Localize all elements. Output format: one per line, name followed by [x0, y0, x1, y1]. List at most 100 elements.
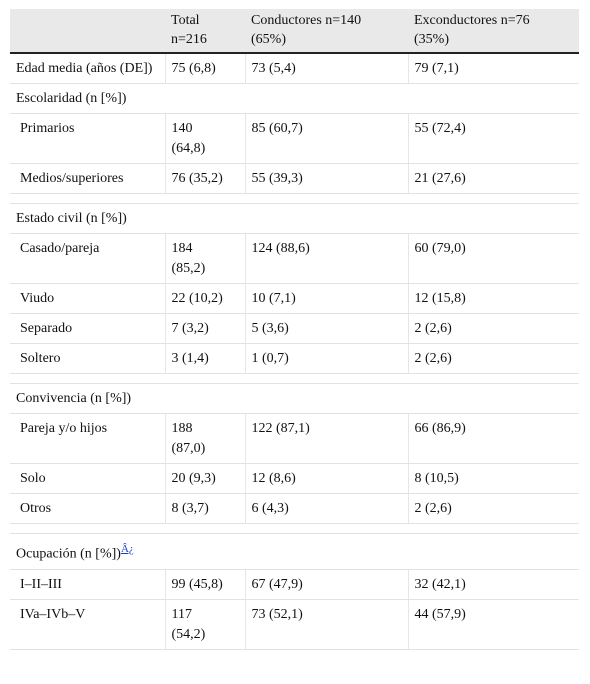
value-cell: 76 (35,2): [164, 163, 245, 194]
value-cell: 10 (7,1): [244, 283, 408, 314]
row-label: Edad media (años (DE]): [16, 61, 153, 76]
value-cell: 66 (86,9): [407, 413, 579, 464]
section-cell: Escolaridad (n [%]): [10, 83, 579, 114]
row-label: Primarios: [20, 121, 75, 136]
value-cell: 5 (3,6): [244, 313, 408, 344]
cell-value: 21 (27,6): [414, 171, 466, 186]
label-cell: Edad media (años (DE]): [10, 53, 165, 84]
value-cell: 20 (9,3): [164, 463, 245, 494]
cell-value: 85 (60,7): [251, 121, 303, 136]
cell-value: 184 (85,2): [171, 241, 206, 276]
section-cell: Estado civil (n [%]): [10, 203, 579, 234]
section-row: Escolaridad (n [%]): [10, 83, 579, 114]
row-label: Soltero: [20, 351, 61, 366]
row-label: Casado/pareja: [20, 241, 100, 256]
label-cell: Medios/superiores: [10, 163, 165, 194]
row-label: Viudo: [20, 291, 55, 306]
cell-value: 66 (86,9): [414, 421, 466, 436]
row-label: Medios/superiores: [20, 171, 124, 186]
value-cell: 8 (3,7): [164, 493, 245, 524]
value-cell: 8 (10,5): [407, 463, 579, 494]
value-cell: 188 (87,0): [164, 413, 245, 464]
cell-value: 12 (15,8): [414, 291, 466, 306]
row-label: Solo: [20, 471, 46, 486]
value-cell: 79 (7,1): [407, 53, 579, 84]
label-cell: Solo: [10, 463, 165, 494]
value-cell: 99 (45,8): [164, 569, 245, 600]
section-row: Ocupación (n [%])Â¿: [10, 533, 579, 570]
data-row: Edad media (años (DE]) 75 (6,8) 73 (5,4) 79…: [10, 53, 579, 84]
value-cell: 55 (39,3): [244, 163, 408, 194]
cell-value: 117 (54,2): [171, 606, 206, 642]
value-cell: 73 (52,1): [244, 599, 408, 650]
section-row: Convivencia (n [%]): [10, 383, 579, 414]
header-cell: [10, 9, 165, 54]
cell-value: 44 (57,9): [414, 606, 466, 622]
row-label: Separado: [20, 321, 73, 336]
value-cell: 60 (79,0): [407, 233, 579, 284]
header-text: Conductores n=140: [251, 13, 362, 28]
cell-value: 99 (45,8): [171, 576, 223, 592]
label-cell: Pareja y/o hijos: [10, 413, 165, 464]
data-row: Viudo 22 (10,2) 10 (7,1) 12 (15,8): [10, 283, 579, 314]
value-cell: 73 (5,4): [244, 53, 408, 84]
data-row: IVa–IVb–V 117 (54,2) 73 (52,1) 44 (57,9): [10, 599, 579, 650]
spacer-row: [10, 193, 579, 204]
cell-value: 2 (2,6): [414, 351, 452, 366]
label-cell: Viudo: [10, 283, 165, 314]
value-cell: 12 (8,6): [244, 463, 408, 494]
cell-value: 55 (72,4): [414, 121, 466, 136]
table-body: Edad media (años (DE]) 75 (6,8) 73 (5,4) 79…: [10, 53, 579, 650]
label-cell: Separado: [10, 313, 165, 344]
data-row: I–II–III 99 (45,8) 67 (47,9) 32 (42,1): [10, 569, 579, 600]
cell-value: 124 (88,6): [251, 241, 310, 256]
cell-value: 76 (35,2): [171, 171, 223, 186]
cell-value: 7 (3,2): [171, 321, 209, 336]
row-label: IVa–IVb–V: [20, 606, 86, 622]
header-cell: Total n=216: [165, 9, 245, 54]
value-cell: 7 (3,2): [164, 313, 245, 344]
section-label: Estado civil (n [%]): [16, 211, 127, 226]
value-cell: 21 (27,6): [407, 163, 579, 194]
row-label: Otros: [20, 501, 52, 516]
value-cell: 140 (64,8): [164, 113, 245, 164]
data-row: Soltero 3 (1,4) 1 (0,7) 2 (2,6): [10, 343, 579, 374]
value-cell: 184 (85,2): [164, 233, 245, 284]
header-cell: Conductores n=140 (65%): [245, 9, 408, 54]
spacer-cell: [10, 193, 579, 204]
label-cell: I–II–III: [10, 569, 165, 600]
value-cell: 67 (47,9): [244, 569, 408, 600]
cell-value: 20 (9,3): [171, 471, 216, 486]
data-row: Otros 8 (3,7) 6 (4,3) 2 (2,6): [10, 493, 579, 524]
value-cell: 1 (0,7): [244, 343, 408, 374]
value-cell: 22 (10,2): [164, 283, 245, 314]
cell-value: 12 (8,6): [251, 471, 296, 486]
cell-value: 3 (1,4): [171, 351, 209, 366]
header-row: Total n=216 Conductores n=140 (65%) Exconduc…: [10, 9, 579, 54]
header-cell: Exconductores n=76 (35%): [408, 9, 579, 54]
section-row: Estado civil (n [%]): [10, 203, 579, 234]
cell-value: 73 (52,1): [251, 606, 303, 622]
data-row: Medios/superiores 76 (35,2) 55 (39,3) 21 (2…: [10, 163, 579, 194]
footnote-link[interactable]: Â¿: [120, 543, 134, 555]
cell-value: 55 (39,3): [251, 171, 303, 186]
data-row: Pareja y/o hijos 188 (87,0) 122 (87,1) 66 (…: [10, 413, 579, 464]
cell-value: 75 (6,8): [171, 61, 216, 76]
cell-value: 8 (10,5): [414, 471, 459, 486]
section-cell: Convivencia (n [%]): [10, 383, 579, 414]
footnote: Â¿: [121, 542, 134, 555]
cell-value: 60 (79,0): [414, 241, 466, 256]
section-label: Ocupación (n [%]): [16, 546, 121, 562]
spacer-row: [10, 373, 579, 384]
cell-value: 8 (3,7): [171, 501, 209, 516]
value-cell: 2 (2,6): [407, 313, 579, 344]
cell-value: 122 (87,1): [251, 421, 310, 436]
cell-value: 2 (2,6): [414, 321, 452, 336]
value-cell: 85 (60,7): [244, 113, 408, 164]
value-cell: 75 (6,8): [164, 53, 245, 84]
cell-value: 22 (10,2): [171, 291, 223, 306]
value-cell: 55 (72,4): [407, 113, 579, 164]
value-cell: 122 (87,1): [244, 413, 408, 464]
value-cell: 2 (2,6): [407, 343, 579, 374]
